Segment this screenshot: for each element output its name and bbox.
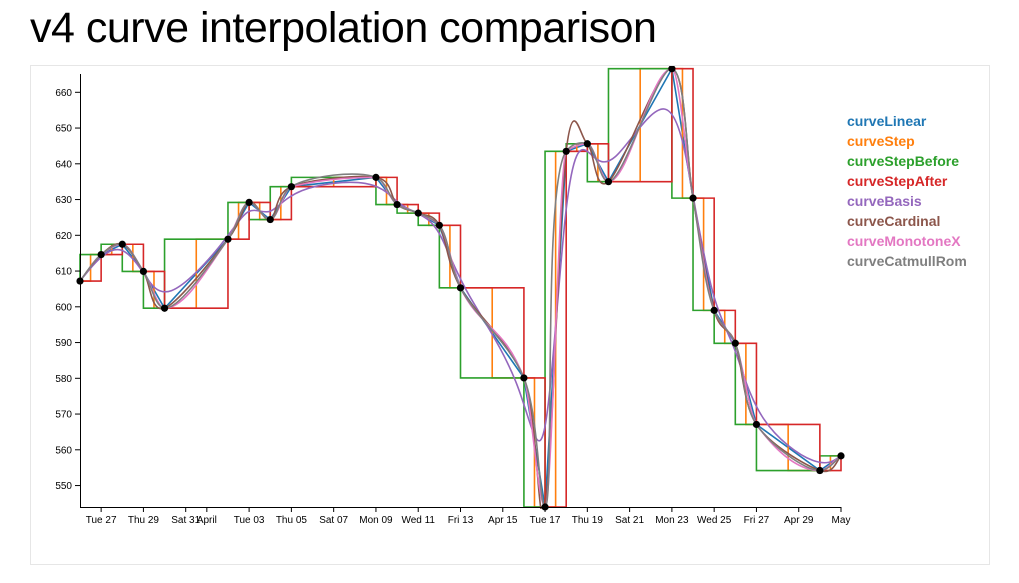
legend-item-curvebasis: curveBasis (847, 193, 922, 209)
x-tick-label: Tue 03 (234, 515, 265, 526)
x-tick-label: Fri 27 (744, 515, 770, 526)
data-point (668, 66, 676, 73)
data-point (414, 209, 422, 217)
data-point (731, 339, 739, 347)
x-tick-label: Mon 09 (359, 515, 393, 526)
data-point (837, 452, 845, 460)
data-point (266, 215, 274, 224)
x-tick-label: Mon 23 (655, 515, 689, 526)
x-tick-label: Tue 17 (530, 515, 561, 526)
legend-item-curvecardinal: curveCardinal (847, 213, 940, 229)
data-point (160, 304, 169, 312)
x-tick-label: Wed 25 (697, 515, 732, 526)
data-point (752, 420, 761, 429)
y-tick-label: 570 (55, 410, 72, 421)
data-point (710, 306, 718, 314)
data-point (393, 200, 401, 209)
x-tick-label: Thu 05 (276, 515, 308, 526)
data-point (224, 235, 232, 243)
y-tick-label: 550 (55, 481, 72, 492)
y-tick-label: 650 (55, 124, 72, 135)
series-line-curvestepafter (80, 67, 842, 508)
x-tick-label: Fri 13 (448, 515, 474, 526)
data-point (139, 267, 148, 276)
data-point (97, 251, 105, 259)
y-tick-label: 600 (55, 302, 72, 313)
data-point (435, 221, 443, 229)
x-tick-label: April (197, 515, 217, 526)
chart-panel: Tue 27 Thu 29 Sat 31 April Tue 03 Thu 05 Sat 0… (30, 65, 990, 565)
y-axis: 550 560 570 580 590 600 610 620 630 640 650 660 (55, 74, 81, 507)
data-point (816, 466, 824, 475)
y-tick-label: 660 (55, 88, 72, 99)
data-point (689, 194, 697, 202)
y-tick-label: 620 (55, 231, 72, 242)
data-point (287, 183, 295, 191)
legend-item-curvelinear: curveLinear (847, 113, 927, 129)
data-point (456, 284, 465, 292)
legend-item-curvemonotonex: curveMonotoneX (847, 233, 961, 249)
y-tick-label: 630 (55, 195, 72, 206)
y-tick-label: 560 (55, 445, 72, 456)
data-point (604, 178, 613, 186)
points-layer (76, 66, 845, 511)
legend-item-curvestep: curveStep (847, 133, 915, 149)
legend-item-curvestepafter: curveStepAfter (847, 173, 948, 189)
x-tick-label: May (832, 515, 851, 526)
page-title: v4 curve interpolation comparison (30, 4, 657, 52)
data-point (520, 374, 528, 382)
x-tick-label: Sat 07 (319, 515, 348, 526)
data-point (372, 173, 380, 181)
x-tick-label: Thu 29 (128, 515, 160, 526)
x-tick-label: Sat 31 (171, 515, 200, 526)
data-point (562, 147, 570, 155)
x-tick-label: Thu 19 (572, 515, 604, 526)
series-line-curvecatmullrom (79, 67, 842, 508)
legend-item-curvestepbefore: curveStepBefore (847, 153, 959, 169)
x-tick-label: Sat 21 (615, 515, 644, 526)
y-tick-label: 640 (55, 159, 72, 170)
data-point (245, 198, 253, 207)
y-tick-label: 590 (55, 338, 72, 349)
data-point (583, 140, 591, 148)
x-tick-label: Apr 15 (488, 515, 518, 526)
y-tick-label: 610 (55, 267, 72, 278)
legend-item-curvecatmullrom: curveCatmullRom (847, 253, 967, 269)
legend: curveLinear curveStep curveStepBefore curve… (847, 113, 967, 269)
data-point (118, 240, 126, 248)
x-tick-label: Wed 11 (401, 515, 435, 526)
y-tick-label: 580 (55, 374, 72, 385)
x-tick-label: Apr 29 (784, 515, 814, 526)
x-tick-label: Tue 27 (86, 515, 117, 526)
